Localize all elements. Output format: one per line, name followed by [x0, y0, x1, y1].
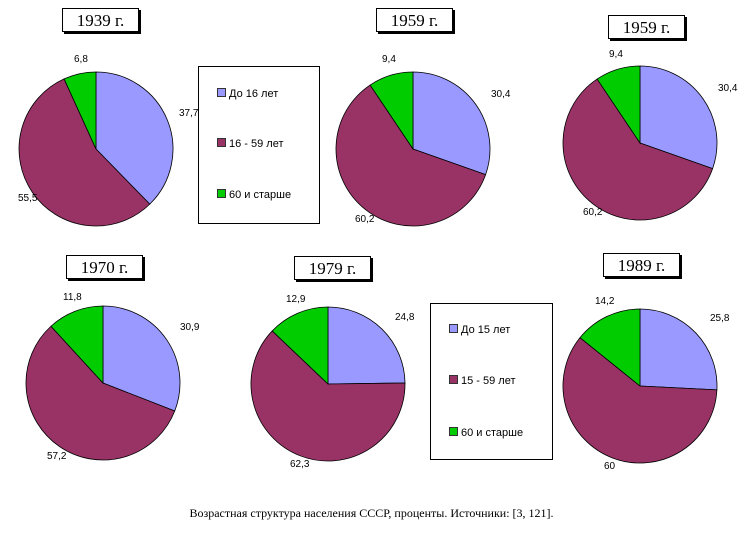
pie-5-data-label: 60: [604, 461, 616, 472]
pie-1-slice-old: [369, 71, 414, 151]
pie-4-slice-working: [250, 330, 406, 462]
legend-label: До 16 лет: [229, 88, 279, 100]
year-label-1959-a: 1959 г.: [376, 8, 453, 32]
legend-swatch-old: [449, 427, 458, 436]
pie-5-slice-young: [639, 308, 718, 391]
legend-item: 16 - 59 лет: [217, 137, 284, 151]
legend-item: До 16 лет: [217, 87, 278, 101]
year-label-1959-b: 1959 г.: [608, 15, 685, 39]
legend-item: До 15 лет: [449, 323, 510, 337]
legend-label: 60 и старше: [229, 189, 292, 201]
pie-4-data-label: 24,8: [395, 312, 415, 323]
pie-5-data-label: 25,8: [710, 313, 730, 324]
year-label-1939: 1939 г.: [62, 8, 139, 32]
legend-label: 15 - 59 лет: [461, 375, 516, 387]
pie-1-slice-working: [335, 84, 487, 227]
legend-label: До 15 лет: [461, 324, 511, 336]
legend-bottom: До 15 лет 15 - 59 лет 60 и старше: [430, 303, 553, 460]
pie-3-slice-old: [50, 305, 104, 385]
pie-5-data-label: 14,2: [595, 296, 615, 307]
pie-0-slice-old: [63, 71, 97, 150]
pie-0-slice-young: [95, 71, 174, 205]
pie-5-slice-old: [579, 308, 641, 387]
legend-item: 15 - 59 лет: [449, 374, 516, 388]
pie-0-data-label: 55,5: [18, 193, 38, 204]
pie-0-data-label: 37,7: [179, 108, 199, 119]
year-label-1970: 1970 г.: [66, 255, 143, 279]
pie-0-data-label: 6,8: [74, 54, 88, 65]
pie-3-slice-young: [102, 305, 181, 412]
legend-label: 16 - 59 лет: [229, 138, 284, 150]
year-label-1979: 1979 г.: [294, 256, 371, 280]
legend-top: До 16 лет 16 - 59 лет 60 и старше: [198, 66, 320, 224]
legend-swatch-working: [217, 138, 226, 147]
year-label-1989: 1989 г.: [603, 253, 680, 277]
legend-swatch-working: [449, 375, 458, 384]
legend-label: 60 и старше: [461, 427, 524, 439]
pie-4-slice-old: [271, 306, 329, 385]
figure-caption: Возрастная структура населения СССР, про…: [189, 506, 554, 520]
pie-4-slice-young: [327, 306, 406, 385]
pie-2-slice-old: [596, 65, 641, 145]
pie-2-data-label: 60,2: [583, 207, 603, 218]
pie-2-data-label: 9,4: [609, 49, 623, 60]
pie-1-data-label: 30,4: [491, 89, 511, 100]
pie-4-data-label: 12,9: [286, 294, 306, 305]
pie-3-data-label: 11,8: [63, 292, 82, 303]
pie-1-data-label: 60,2: [355, 214, 375, 225]
legend-swatch-young: [449, 324, 458, 333]
pie-1-data-label: 9,4: [382, 54, 396, 65]
pie-5-slice-working: [562, 337, 718, 464]
pie-3-slice-working: [25, 325, 176, 461]
pie-2-slice-young: [639, 65, 718, 170]
legend-swatch-young: [217, 88, 226, 97]
pie-3-data-label: 57,2: [47, 451, 67, 462]
legend-item: 60 и старше: [217, 188, 291, 202]
pie-1-slice-young: [412, 71, 491, 176]
pie-0-slice-working: [18, 78, 151, 227]
pie-4-data-label: 62,3: [290, 459, 310, 470]
pie-3-data-label: 30,9: [180, 322, 200, 333]
legend-item: 60 и старше: [449, 426, 523, 440]
pie-2-slice-working: [562, 78, 714, 221]
pie-2-data-label: 30,4: [718, 83, 738, 94]
legend-swatch-old: [217, 189, 226, 198]
